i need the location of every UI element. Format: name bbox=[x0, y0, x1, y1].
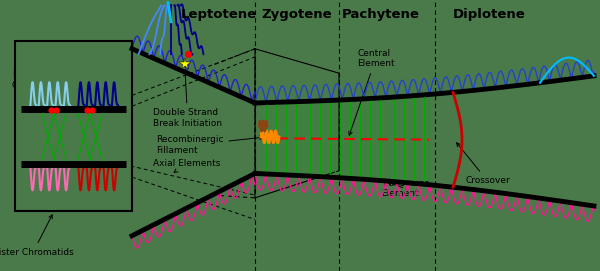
Text: Diplotene: Diplotene bbox=[452, 8, 526, 21]
Text: Zygotene: Zygotene bbox=[262, 8, 332, 21]
Text: Homologous
Chromosomes: Homologous Chromosomes bbox=[12, 57, 76, 90]
Text: Leptotene: Leptotene bbox=[181, 8, 257, 21]
Text: Sister Chromatids: Sister Chromatids bbox=[0, 215, 73, 257]
Text: Pachytene: Pachytene bbox=[342, 8, 420, 21]
Text: Axial Elements: Axial Elements bbox=[153, 159, 220, 172]
Text: Double Strand
Break Initiation: Double Strand Break Initiation bbox=[153, 70, 222, 128]
Text: Crossover: Crossover bbox=[457, 143, 510, 185]
Text: Recombinergic
Fillament: Recombinergic Fillament bbox=[156, 136, 263, 155]
Text: Central
Element: Central Element bbox=[349, 49, 395, 135]
Bar bbox=[15, 41, 132, 211]
Text: Transverse
Element: Transverse Element bbox=[381, 179, 430, 198]
